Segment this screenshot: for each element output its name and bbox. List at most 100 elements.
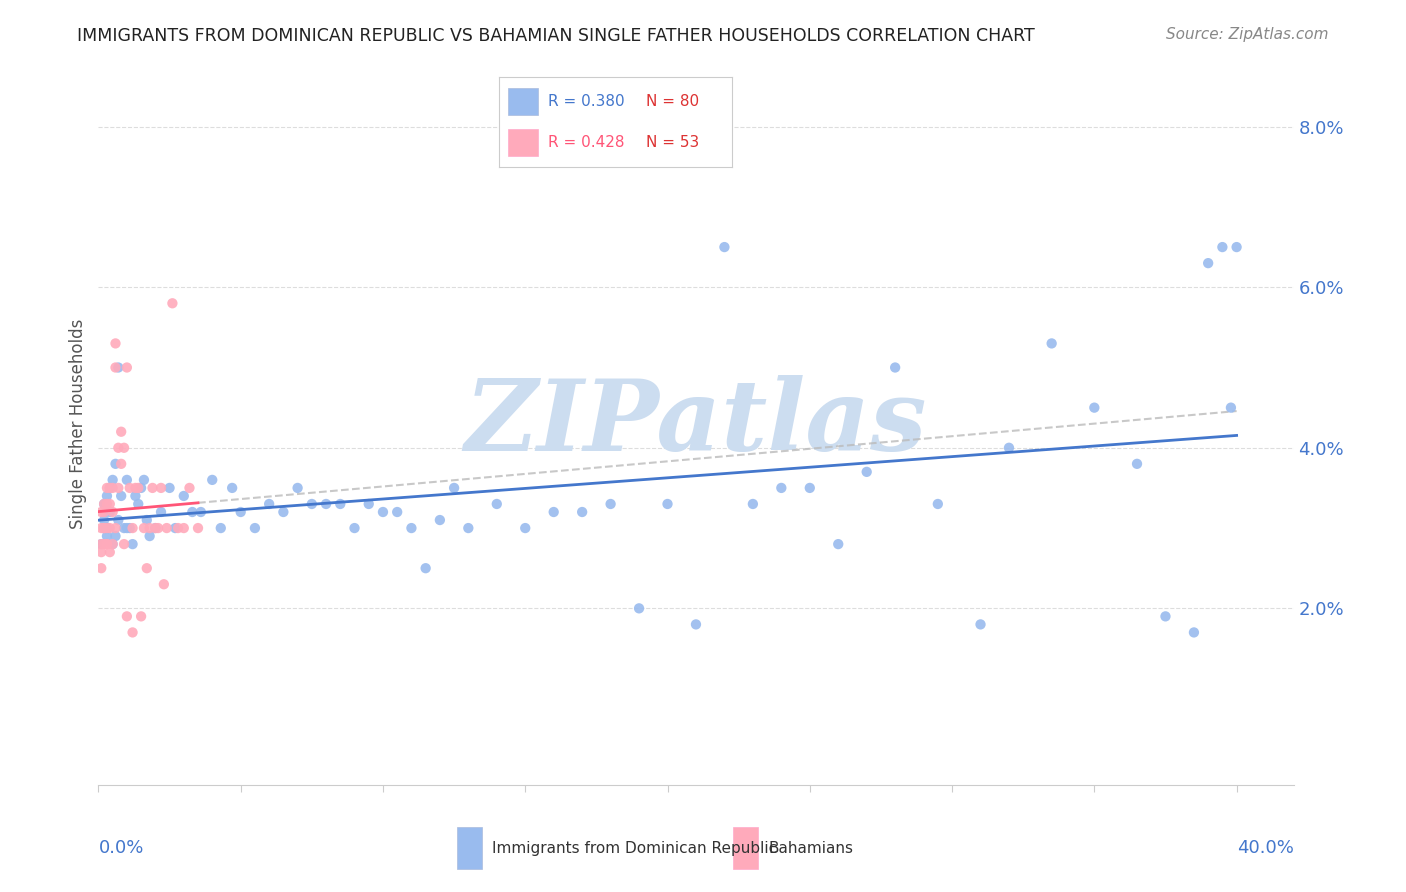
Point (301, 497, 323, 511)
Point (167, 521, 190, 535)
Point (827, 537, 849, 551)
Point (112, 521, 135, 535)
Point (101, 505, 124, 519)
Point (599, 497, 621, 511)
Point (93, 521, 115, 535)
Point (121, 625, 143, 640)
Point (115, 360, 138, 375)
Point (998, 441, 1021, 455)
Point (132, 521, 155, 535)
Point (287, 481, 309, 495)
Point (273, 505, 295, 519)
Point (101, 473, 124, 487)
Point (132, 473, 155, 487)
Point (98, 481, 121, 495)
Point (101, 537, 124, 551)
Point (110, 489, 132, 503)
Point (173, 521, 195, 535)
Point (443, 481, 465, 495)
Point (93, 497, 115, 511)
Point (93, 505, 115, 519)
Point (884, 360, 907, 375)
Point (1211, 240, 1233, 254)
Point (115, 609, 138, 624)
Point (179, 481, 201, 495)
Point (162, 296, 184, 310)
Point (112, 441, 135, 455)
Point (127, 497, 149, 511)
Point (181, 505, 204, 519)
Point (969, 617, 991, 632)
Point (150, 505, 173, 519)
Point (209, 521, 232, 535)
Point (927, 497, 949, 511)
Point (515, 521, 537, 535)
Point (93, 497, 115, 511)
Point (96, 537, 118, 551)
Point (124, 489, 146, 503)
Point (96, 497, 118, 511)
Point (243, 521, 266, 535)
Point (190, 505, 212, 519)
Point (90, 545, 112, 559)
Point (90, 561, 112, 575)
Point (98, 481, 121, 495)
Point (257, 497, 280, 511)
Point (150, 481, 173, 495)
Point (101, 537, 124, 551)
Point (156, 521, 179, 535)
Point (165, 521, 187, 535)
Point (93, 537, 115, 551)
Point (104, 360, 127, 375)
Point (628, 601, 651, 615)
Point (855, 465, 877, 479)
Point (148, 521, 170, 535)
Point (101, 481, 124, 495)
Point (401, 521, 423, 535)
Point (1083, 401, 1105, 415)
Point (1226, 240, 1249, 254)
Point (221, 481, 243, 495)
Point (107, 481, 129, 495)
Point (115, 521, 138, 535)
Point (143, 521, 166, 535)
Point (121, 521, 143, 535)
Point (357, 497, 380, 511)
Point (329, 497, 352, 511)
Point (229, 505, 252, 519)
Y-axis label: Single Father Households: Single Father Households (69, 318, 87, 529)
Point (104, 457, 127, 471)
Point (90, 521, 112, 535)
Point (107, 513, 129, 527)
Point (129, 481, 152, 495)
Point (96, 521, 118, 535)
Point (1040, 336, 1063, 351)
Point (135, 561, 157, 575)
Point (118, 521, 141, 535)
Point (1126, 457, 1149, 471)
Point (98, 497, 121, 511)
Point (315, 497, 337, 511)
Point (173, 489, 195, 503)
Point (1219, 401, 1241, 415)
Point (90, 505, 112, 519)
Point (127, 481, 149, 495)
Point (96, 489, 118, 503)
Text: ZIPatlas: ZIPatlas (465, 376, 927, 472)
Point (1182, 625, 1205, 640)
Point (415, 561, 437, 575)
Point (153, 577, 176, 591)
Point (121, 537, 143, 551)
Point (124, 481, 146, 495)
Point (107, 441, 129, 455)
Point (371, 505, 394, 519)
Point (741, 497, 763, 511)
Point (96, 481, 118, 495)
Point (96, 537, 118, 551)
Point (110, 425, 132, 439)
Point (98, 545, 121, 559)
Point (96, 521, 118, 535)
Text: Source: ZipAtlas.com: Source: ZipAtlas.com (1166, 27, 1329, 42)
Point (93, 521, 115, 535)
Point (90, 537, 112, 551)
